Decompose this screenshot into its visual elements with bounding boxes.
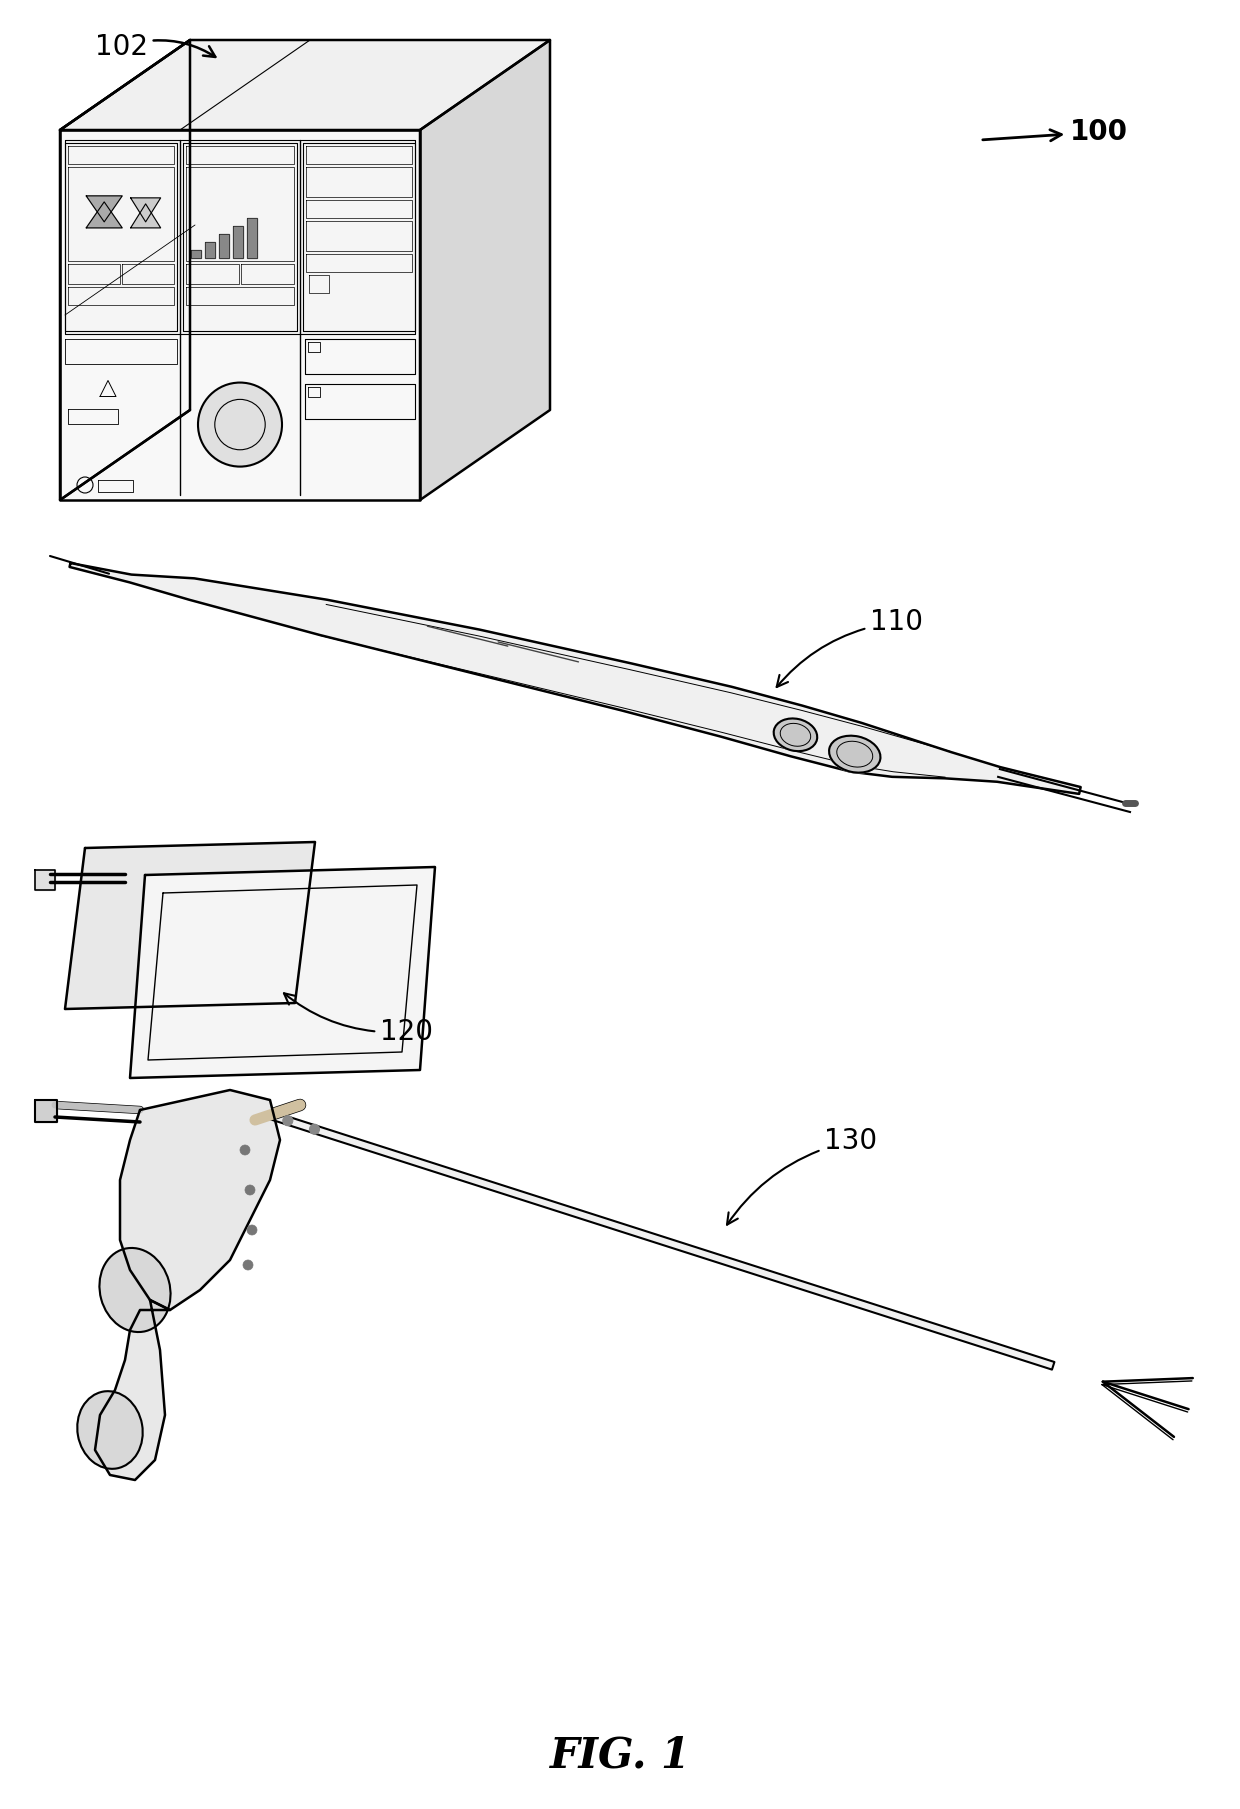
Circle shape bbox=[243, 1261, 253, 1270]
Text: FIG. 1: FIG. 1 bbox=[549, 1735, 691, 1776]
Polygon shape bbox=[69, 563, 1080, 794]
Polygon shape bbox=[95, 1301, 170, 1480]
Ellipse shape bbox=[830, 736, 880, 772]
Polygon shape bbox=[64, 139, 415, 333]
Ellipse shape bbox=[77, 1391, 143, 1469]
Polygon shape bbox=[60, 40, 190, 499]
Polygon shape bbox=[130, 867, 435, 1078]
Circle shape bbox=[246, 1185, 255, 1196]
Polygon shape bbox=[130, 204, 161, 228]
Polygon shape bbox=[87, 203, 123, 228]
Text: 100: 100 bbox=[983, 118, 1128, 147]
Polygon shape bbox=[35, 1100, 57, 1122]
Ellipse shape bbox=[99, 1248, 171, 1331]
Circle shape bbox=[241, 1145, 250, 1154]
Polygon shape bbox=[205, 242, 215, 257]
Circle shape bbox=[198, 382, 281, 467]
Text: 110: 110 bbox=[776, 608, 923, 687]
Circle shape bbox=[247, 1225, 257, 1236]
Polygon shape bbox=[420, 40, 551, 499]
Polygon shape bbox=[219, 233, 229, 257]
Polygon shape bbox=[60, 130, 420, 499]
Text: 120: 120 bbox=[284, 993, 433, 1046]
Polygon shape bbox=[35, 870, 55, 890]
Polygon shape bbox=[233, 226, 243, 257]
Polygon shape bbox=[60, 40, 551, 130]
Polygon shape bbox=[130, 197, 161, 223]
Polygon shape bbox=[191, 250, 201, 257]
Text: 130: 130 bbox=[727, 1127, 877, 1225]
Circle shape bbox=[283, 1116, 293, 1125]
Circle shape bbox=[310, 1123, 320, 1134]
Polygon shape bbox=[247, 217, 257, 257]
Polygon shape bbox=[87, 195, 123, 223]
Polygon shape bbox=[64, 841, 315, 1009]
Polygon shape bbox=[269, 1111, 1054, 1369]
Text: 102: 102 bbox=[95, 33, 216, 62]
Ellipse shape bbox=[774, 718, 817, 751]
Polygon shape bbox=[120, 1091, 280, 1310]
